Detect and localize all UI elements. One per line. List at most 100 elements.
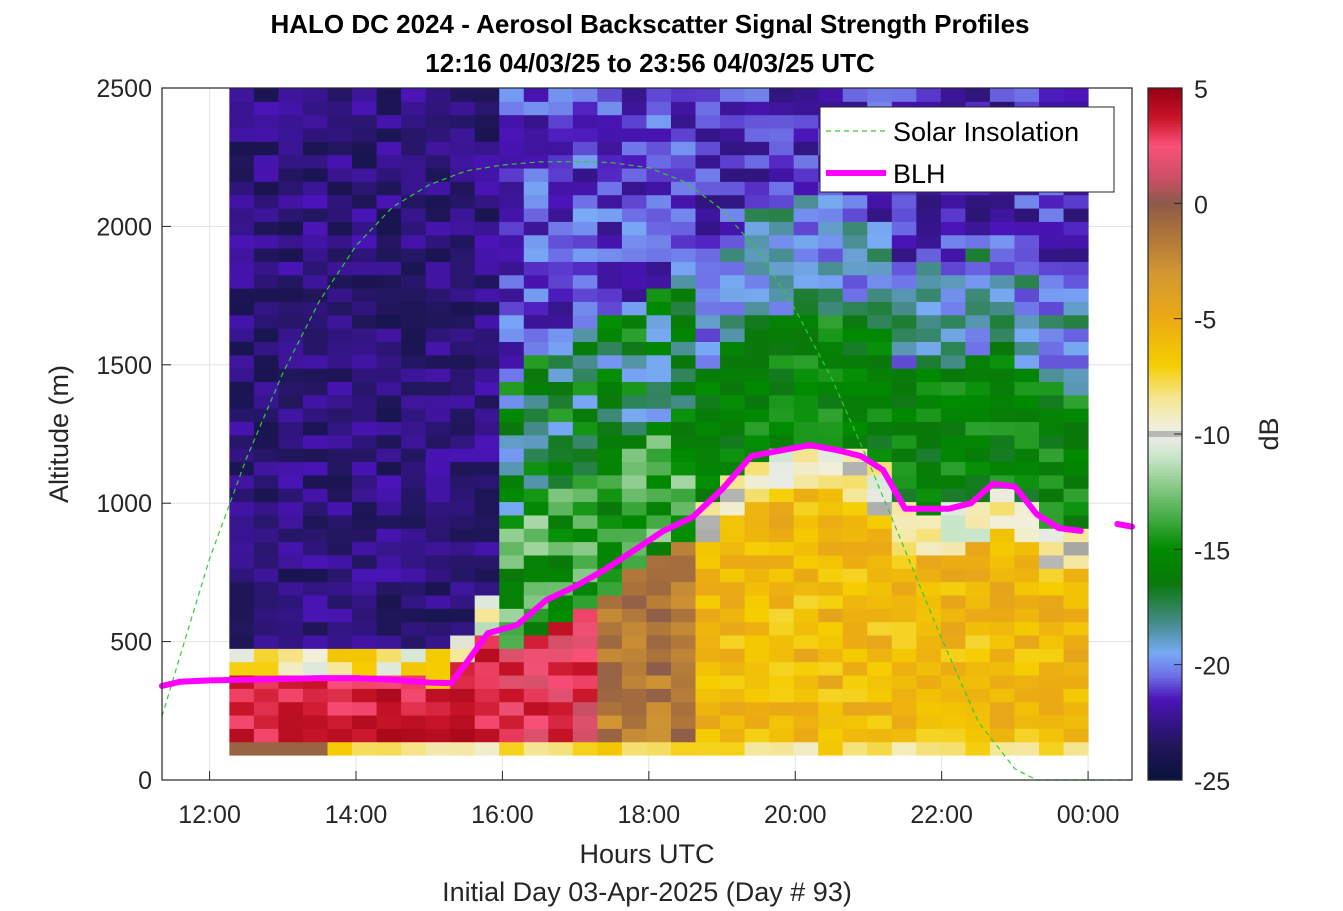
- heatmap-cell: [1014, 621, 1040, 636]
- heatmap-cell: [621, 488, 647, 503]
- heatmap-cell: [401, 288, 427, 302]
- heatmap-cell: [376, 621, 402, 636]
- heatmap-cell: [940, 728, 966, 743]
- heatmap-cell: [818, 554, 844, 569]
- colorbar-band: [1148, 608, 1182, 613]
- heatmap-cell: [965, 301, 991, 316]
- colorbar-band: [1148, 283, 1182, 288]
- heatmap-cell: [352, 394, 378, 409]
- heatmap-cell: [891, 554, 917, 569]
- heatmap-cell: [523, 154, 549, 169]
- heatmap-cell: [769, 675, 795, 689]
- heatmap-cell: [425, 368, 451, 383]
- heatmap-cell: [916, 688, 942, 703]
- heatmap-cell: [327, 728, 353, 743]
- colorbar-band: [1148, 289, 1182, 294]
- colorbar-band: [1148, 518, 1182, 522]
- heatmap-cell: [523, 208, 549, 222]
- heatmap-cell: [450, 154, 476, 169]
- heatmap-cell: [302, 528, 328, 543]
- heatmap-cell: [891, 274, 917, 289]
- colorbar-band: [1148, 515, 1182, 519]
- heatmap-cell: [965, 741, 991, 756]
- heatmap-cell: [523, 221, 549, 236]
- heatmap-cell: [425, 128, 451, 142]
- heatmap-cell: [523, 101, 549, 116]
- heatmap-cell: [720, 194, 746, 209]
- heatmap-cell: [989, 194, 1015, 209]
- heatmap-cell: [1014, 341, 1040, 356]
- y-axis-label: Altitude (m): [44, 365, 74, 503]
- heatmap-cell: [401, 701, 427, 716]
- heatmap-cell: [523, 661, 549, 676]
- heatmap-cell: [744, 274, 770, 289]
- heatmap-cell: [989, 568, 1015, 583]
- heatmap-cell: [278, 328, 304, 342]
- heatmap-cell: [376, 488, 402, 503]
- heatmap-cell: [278, 394, 304, 409]
- heatmap-cell: [720, 101, 746, 116]
- heatmap-cell: [401, 528, 427, 543]
- heatmap-cell: [916, 554, 942, 569]
- heatmap-cell: [1014, 248, 1040, 262]
- heatmap-cell: [548, 181, 574, 196]
- colorbar-gradient: [1148, 88, 1182, 781]
- colorbar-band: [1148, 632, 1182, 637]
- heatmap-cell: [401, 261, 427, 276]
- colorbar-band: [1148, 458, 1182, 462]
- heatmap-cell: [425, 314, 451, 329]
- heatmap-cell: [597, 621, 623, 636]
- heatmap-cell: [572, 408, 598, 423]
- heatmap-cell: [302, 288, 328, 302]
- heatmap-cell: [916, 648, 942, 663]
- heatmap-cell: [376, 434, 402, 449]
- heatmap-cell: [769, 501, 795, 516]
- heatmap-cell: [769, 88, 795, 102]
- heatmap-cell: [670, 581, 697, 596]
- heatmap-cell: [621, 621, 647, 636]
- heatmap-cell: [376, 261, 402, 276]
- heatmap-cell: [695, 394, 721, 409]
- colorbar-band: [1148, 181, 1182, 185]
- heatmap-cell: [1039, 261, 1065, 276]
- heatmap-cell: [646, 741, 672, 756]
- heatmap-cell: [1014, 208, 1040, 222]
- heatmap-cell: [450, 194, 476, 209]
- heatmap-cell: [327, 408, 353, 423]
- heatmap-cell: [621, 688, 647, 703]
- heatmap-cell: [229, 154, 255, 169]
- heatmap-cell: [278, 621, 304, 636]
- heatmap-cell: [646, 354, 672, 369]
- heatmap-cell: [548, 688, 574, 703]
- heatmap-cell: [499, 248, 525, 262]
- heatmap-cell: [940, 328, 966, 342]
- heatmap-cell: [450, 728, 476, 743]
- heatmap-cell: [965, 461, 991, 476]
- heatmap-cell: [499, 341, 525, 356]
- colorbar-band: [1148, 644, 1182, 649]
- heatmap-cell: [670, 554, 697, 569]
- heatmap-cell: [302, 381, 328, 396]
- heatmap-cell: [253, 394, 279, 409]
- heatmap-cell: [376, 635, 402, 649]
- heatmap-cell: [940, 341, 966, 356]
- heatmap-cell: [401, 88, 427, 102]
- heatmap-cell: [523, 501, 549, 516]
- heatmap-cell: [548, 314, 574, 329]
- heatmap-cell: [793, 675, 819, 689]
- heatmap-cell: [1063, 208, 1089, 222]
- colorbar-band: [1148, 355, 1182, 360]
- heatmap-cell: [1014, 688, 1040, 703]
- heatmap-cell: [965, 394, 991, 409]
- heatmap-cell: [989, 448, 1015, 463]
- heatmap-cell: [597, 514, 623, 529]
- colorbar-band: [1148, 94, 1182, 98]
- heatmap-cell: [401, 394, 427, 409]
- heatmap-cell: [720, 381, 746, 396]
- heatmap-cell: [646, 101, 672, 116]
- heatmap-cell: [278, 208, 304, 222]
- x-tick-label: 20:00: [764, 801, 827, 829]
- colorbar: 50-5-10-15-20-25 dB: [1147, 76, 1284, 796]
- heatmap-cell: [793, 621, 819, 636]
- colorbar-band: [1148, 494, 1182, 498]
